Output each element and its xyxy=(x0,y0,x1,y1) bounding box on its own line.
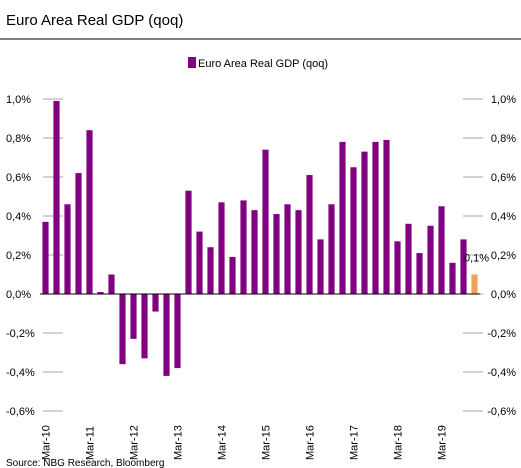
bar xyxy=(416,253,423,294)
y-tick-label: -0,6% xyxy=(6,406,35,418)
bar xyxy=(240,200,247,294)
y2-tick-label: 0,6% xyxy=(491,172,516,184)
legend-label: Euro Area Real GDP (qoq) xyxy=(198,58,328,70)
bar xyxy=(394,241,401,294)
x-tick-label: Mar-15 xyxy=(261,425,273,460)
bar xyxy=(262,149,269,294)
x-tick-label: Mar-10 xyxy=(41,425,53,460)
bar xyxy=(317,239,324,294)
bar xyxy=(273,214,280,294)
bar xyxy=(229,256,236,294)
bar xyxy=(75,173,82,294)
bar xyxy=(97,292,104,294)
y2-tick-label: 0,8% xyxy=(491,133,516,145)
bar xyxy=(372,141,379,294)
y2-tick-label: 1,0% xyxy=(491,94,516,106)
bar xyxy=(196,231,203,294)
y-tick-label: 0,6% xyxy=(6,172,31,184)
y-tick-label: -0,4% xyxy=(6,367,35,379)
bar xyxy=(471,274,478,294)
bar xyxy=(53,100,60,294)
data-label: 0,1% xyxy=(464,253,489,265)
y-tick-label: 0,2% xyxy=(6,250,31,262)
y2-tick-label: 0,2% xyxy=(491,250,516,262)
bar xyxy=(328,204,335,294)
bar xyxy=(42,221,49,294)
y2-tick-label: -0,6% xyxy=(487,406,516,418)
x-tick-label: Mar-14 xyxy=(217,425,229,460)
bar xyxy=(152,294,159,312)
y-tick-label: 1,0% xyxy=(6,94,31,106)
bar xyxy=(438,206,445,294)
bar xyxy=(141,294,148,359)
legend-swatch xyxy=(188,57,196,68)
y-tick-label: 0,4% xyxy=(6,211,31,223)
bar xyxy=(185,190,192,294)
x-tick-label: Mar-12 xyxy=(129,425,141,460)
source-note: Source: NBG Research, Bloomberg xyxy=(6,458,164,468)
bar xyxy=(449,262,456,294)
bar xyxy=(218,202,225,294)
bar xyxy=(339,141,346,294)
bar xyxy=(383,139,390,294)
bar xyxy=(306,175,313,294)
y-tick-label: 0,0% xyxy=(6,289,31,301)
x-tick-label: Mar-18 xyxy=(393,425,405,460)
bar xyxy=(207,247,214,294)
bar xyxy=(427,225,434,294)
bar xyxy=(295,210,302,294)
bar xyxy=(163,294,170,376)
x-tick-label: Mar-16 xyxy=(305,425,317,460)
y-tick-label: 0,8% xyxy=(6,133,31,145)
x-tick-label: Mar-11 xyxy=(85,426,97,460)
bar xyxy=(108,274,115,294)
bar xyxy=(460,239,467,294)
bar xyxy=(284,204,291,294)
x-tick-label: Mar-13 xyxy=(173,425,185,460)
bar xyxy=(251,210,258,294)
bar xyxy=(64,204,71,294)
bar xyxy=(86,130,93,294)
x-tick-label: Mar-17 xyxy=(349,425,361,460)
bar xyxy=(361,151,368,294)
bar xyxy=(350,167,357,294)
chart-title: Euro Area Real GDP (qoq) xyxy=(6,12,183,29)
y-tick-label: -0,2% xyxy=(6,328,35,340)
x-tick-label: Mar-19 xyxy=(437,425,449,460)
bar xyxy=(405,223,412,294)
bar xyxy=(130,294,137,339)
bar xyxy=(174,294,181,369)
bar xyxy=(119,294,126,365)
y2-tick-label: 0,0% xyxy=(491,289,516,301)
y2-tick-label: 0,4% xyxy=(491,211,516,223)
y2-tick-label: -0,2% xyxy=(487,328,516,340)
y2-tick-label: -0,4% xyxy=(487,367,516,379)
